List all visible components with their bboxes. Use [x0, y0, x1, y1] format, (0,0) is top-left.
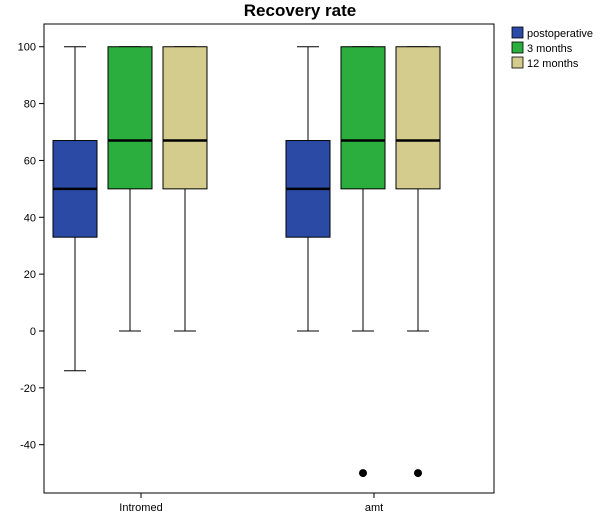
legend: postoperative 3 months 12 months	[511, 26, 593, 70]
y-tick-label: 0	[30, 326, 36, 338]
legend-swatch	[511, 41, 524, 54]
iqr-box	[107, 46, 153, 190]
x-tick-label: amt	[365, 502, 383, 514]
box-12-months-Intromed	[162, 46, 208, 332]
boxes	[52, 46, 441, 478]
box-3-months-amt	[340, 46, 386, 478]
box-12-months-amt	[395, 46, 441, 478]
iqr-box	[162, 46, 208, 190]
iqr-box	[395, 46, 441, 190]
iqr-box	[340, 46, 386, 190]
box-postoperative-Intromed	[52, 46, 98, 372]
outlier-point	[359, 469, 367, 478]
legend-label: 12 months	[527, 58, 579, 70]
y-tick-label: 60	[24, 155, 36, 167]
legend-label: 3 months	[527, 43, 573, 55]
box-postoperative-amt	[285, 46, 331, 332]
y-tick-label: 40	[24, 212, 36, 224]
legend-swatch	[511, 26, 524, 39]
box-3-months-Intromed	[107, 46, 153, 332]
x-tick-label: Intromed	[119, 502, 162, 514]
y-tick-label: -20	[20, 383, 36, 395]
y-tick-label: 20	[24, 269, 36, 281]
y-tick-label: -40	[20, 440, 36, 452]
y-tick-label: 80	[24, 99, 36, 111]
x-axis: Intromed amt	[119, 493, 383, 514]
chart-title: Recovery rate	[244, 1, 356, 20]
y-tick-label: 100	[18, 42, 36, 54]
legend-swatch	[511, 56, 524, 69]
outlier-point	[414, 469, 422, 478]
plot-frame	[43, 23, 495, 494]
legend-label: postoperative	[527, 28, 593, 40]
y-axis: -40 -20 0 20 40 60 80 100	[18, 42, 44, 452]
